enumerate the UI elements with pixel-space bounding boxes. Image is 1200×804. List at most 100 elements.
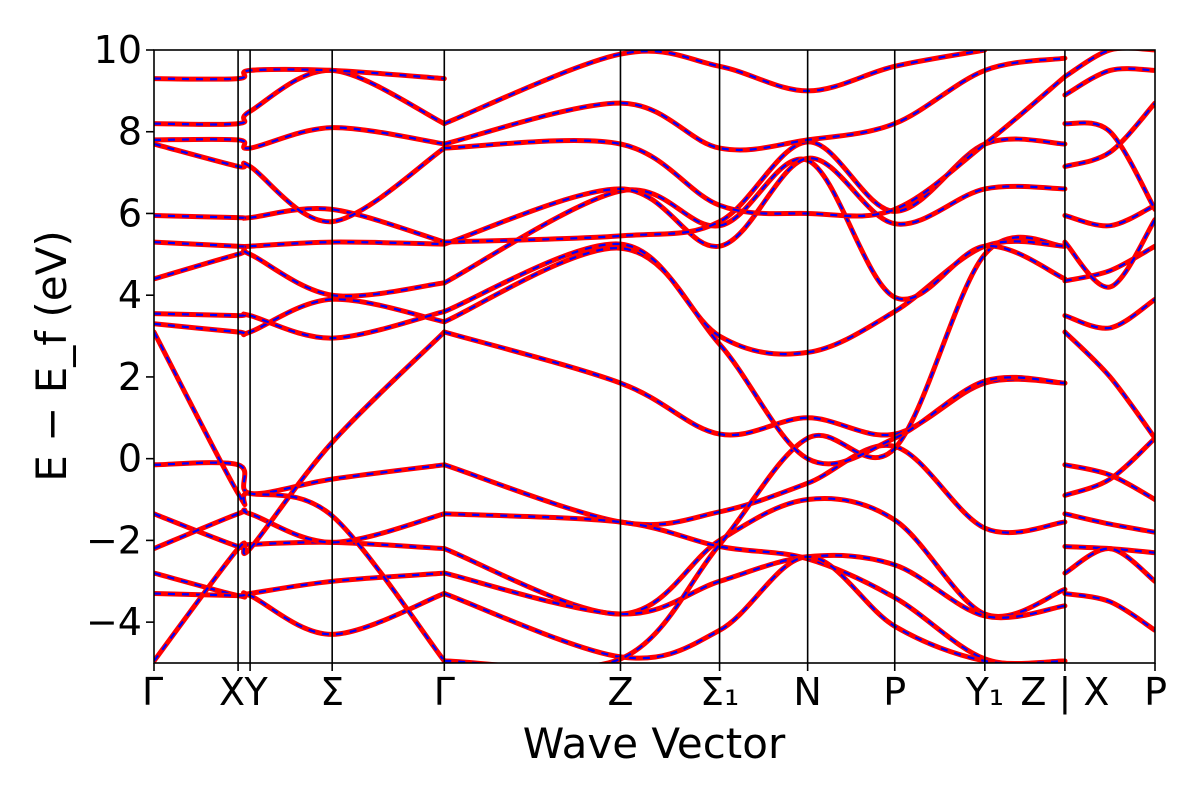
band-41	[1062, 217, 1155, 290]
band-line-blue-dashed	[154, 207, 445, 244]
band-31	[154, 66, 447, 82]
band-line-blue-dashed	[154, 240, 445, 248]
band-line-blue-dashed	[154, 142, 445, 223]
y-axis-ticks: −4 −2 0 2 4 6 8 10	[86, 28, 154, 644]
band-line-red	[1062, 462, 1155, 502]
band-42	[1062, 202, 1155, 229]
band-line-blue-dashed	[1064, 592, 1155, 632]
band-5	[154, 507, 447, 552]
y-tick-label: 4	[118, 273, 142, 317]
band-line-blue-dashed	[443, 157, 1065, 248]
band-line-red	[1062, 296, 1155, 331]
band-line-blue-dashed	[154, 591, 445, 636]
y-tick-label: −2	[86, 518, 142, 562]
x-tick-label: Y₁	[965, 670, 1004, 714]
band-7	[154, 570, 447, 600]
band-36	[1062, 546, 1155, 584]
band-17	[154, 309, 447, 341]
x-tick-label: X	[219, 670, 245, 714]
band-30	[441, 50, 988, 127]
band-25	[154, 141, 447, 225]
x-axis-title: Wave Vector	[523, 719, 786, 768]
band-22	[441, 155, 1068, 249]
band-line-blue-dashed	[154, 69, 445, 126]
band-line-blue-dashed	[1064, 463, 1155, 501]
band-line-blue-dashed	[154, 249, 445, 298]
band-line-red	[441, 329, 1068, 438]
x-tick-label: Γ	[434, 670, 455, 714]
y-axis-title: E − E_f (eV)	[27, 230, 76, 481]
band-38	[1062, 329, 1155, 441]
band-line-blue-dashed	[154, 461, 445, 495]
y-tick-label: 10	[94, 28, 142, 72]
band-10	[441, 554, 1068, 663]
band-line-blue-dashed	[1064, 437, 1155, 497]
band-line-blue-dashed	[1064, 121, 1155, 210]
band-line-blue-dashed	[154, 68, 445, 81]
band-line-red	[154, 125, 447, 151]
x-tick-label: Y	[243, 670, 268, 714]
band-line-blue-dashed	[1064, 204, 1155, 227]
high-symmetry-lines	[237, 50, 1066, 663]
band-line-blue-dashed	[154, 126, 445, 150]
band-line-blue-dashed	[443, 50, 985, 125]
band-32	[1062, 462, 1155, 502]
band-line-blue-dashed	[154, 572, 445, 599]
band-line-red	[154, 460, 447, 497]
band-28	[441, 55, 1068, 153]
band-34	[1062, 511, 1155, 535]
band-line-red	[1062, 50, 1155, 80]
band-line-blue-dashed	[444, 75, 1066, 218]
band-line-blue-dashed	[154, 310, 445, 340]
y-tick-label: 6	[118, 191, 142, 235]
band-line-blue-dashed	[1064, 298, 1155, 330]
band-line-blue-dashed	[443, 157, 1066, 301]
band-line-red	[154, 206, 447, 245]
x-tick-label: N	[793, 670, 821, 714]
band-21	[154, 239, 447, 250]
band-line-blue-dashed	[444, 236, 1066, 663]
x-axis-ticks: Γ X Y Σ Γ Z Σ₁ N P Y₁ Z | X P	[142, 663, 1167, 715]
band-lines	[154, 50, 1155, 663]
band-19	[154, 247, 447, 299]
band-39	[1062, 296, 1155, 331]
y-tick-label: 2	[118, 355, 142, 399]
band-line-red	[1062, 66, 1155, 98]
x-tick-label: Σ₁	[700, 670, 739, 714]
band-23	[154, 206, 447, 245]
band-37	[1062, 591, 1155, 633]
band-12	[441, 329, 1068, 438]
band-9	[154, 590, 447, 637]
y-tick-label: 8	[118, 110, 142, 154]
band-15	[154, 296, 447, 338]
x-tick-label: P	[1144, 670, 1167, 714]
y-tick-label: 0	[118, 437, 142, 481]
band-line-blue-dashed	[1064, 67, 1155, 96]
band-line-blue-dashed	[1064, 218, 1155, 289]
band-line-blue-dashed	[154, 508, 445, 550]
x-tick-label: Γ	[142, 670, 163, 714]
band-line-red	[441, 50, 988, 127]
band-33	[1062, 435, 1155, 498]
band-29	[154, 67, 447, 127]
band-line-blue-dashed	[154, 298, 445, 336]
band-line-red	[441, 55, 1068, 153]
band-line-blue-dashed	[443, 247, 1065, 465]
band-line-red	[441, 238, 1068, 357]
band-43	[1062, 100, 1155, 169]
band-46	[1062, 50, 1155, 80]
band-line-blue-dashed	[1064, 245, 1155, 282]
band-line-red	[1062, 329, 1155, 441]
x-tick-label: P	[883, 670, 906, 714]
band-line-blue-dashed	[443, 330, 1065, 437]
band-line-red	[154, 247, 447, 299]
band-line-red	[1062, 202, 1155, 229]
band-line-blue-dashed	[154, 331, 446, 662]
band-45	[1062, 66, 1155, 98]
band-18	[441, 238, 1068, 357]
x-tick-label: Z	[607, 670, 633, 714]
band-line-blue-dashed	[1064, 512, 1155, 534]
x-tick-label: Σ	[320, 670, 344, 714]
